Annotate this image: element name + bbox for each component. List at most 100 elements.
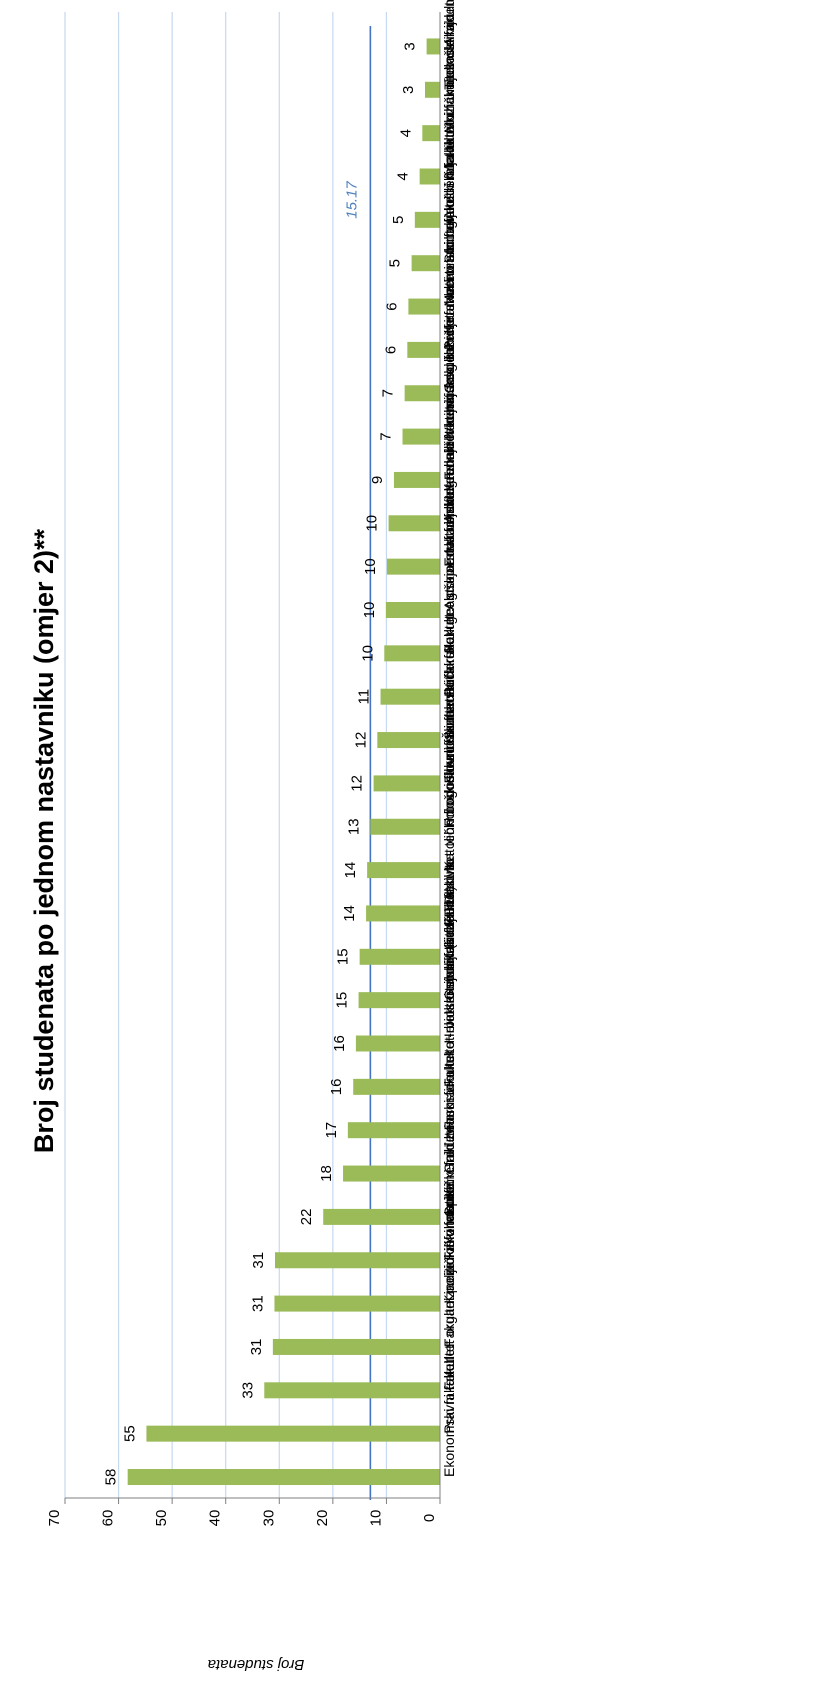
category-label: Fakultet organizacije i informatike <box>441 1182 457 1390</box>
bar <box>377 732 440 749</box>
data-label: 16 <box>328 1079 345 1096</box>
tick-label-60: 60 <box>100 1510 117 1527</box>
category-label: Šumarski fakultet <box>441 633 457 740</box>
labels: 0 10 20 30 40 50 60 70 Broj studenata 15.17 58 Ekon… <box>46 0 457 1673</box>
chart-title: Broj studenata po jednom nastavniku (omj… <box>29 528 59 1153</box>
bar <box>425 81 440 98</box>
bar <box>370 818 440 835</box>
bar <box>343 1165 440 1182</box>
bar <box>411 255 440 272</box>
bar <box>373 775 440 792</box>
data-label: 15 <box>335 948 352 965</box>
bar <box>272 1338 440 1355</box>
category-label: Građevinski fakultet <box>441 1050 457 1173</box>
bar <box>426 38 440 55</box>
data-label: 4 <box>397 129 414 137</box>
category-label: Tekstilno - tehnološki fakultet <box>441 734 457 913</box>
axes <box>64 12 441 1504</box>
category-label: Fakultet strojarstva i brodogradnje <box>441 441 457 653</box>
category-label: Hrvatski studiji (sa FF DI) <box>441 886 457 1043</box>
category-label: Fakultet prometnih znanosti <box>441 1088 457 1260</box>
category-label: Geotehnički fakultet <box>441 270 457 393</box>
data-label: 11 <box>356 689 373 705</box>
bar <box>146 1425 440 1442</box>
category-label: Arhitektonski fakultet <box>441 394 457 523</box>
category-label: Muzička akademija <box>441 14 457 133</box>
bar <box>393 471 440 488</box>
reference-line-label: 15.17 <box>343 181 360 219</box>
data-label: 55 <box>121 1425 138 1442</box>
bar <box>408 298 440 315</box>
bar <box>275 1252 440 1269</box>
data-label: 31 <box>248 1339 265 1356</box>
category-label: Fakultet kemijskog inženjerstva i tehnol… <box>441 207 457 480</box>
category-label: Medicinski fakultet <box>441 192 457 306</box>
value-axis-title: Broj studenata <box>208 1656 305 1673</box>
data-label: 3 <box>402 42 419 50</box>
category-label: Veterinarski fakultet <box>441 314 457 436</box>
category-label: Metalurški fakultet <box>441 64 457 177</box>
category-label: Fakultet političkih znanosti <box>441 1184 457 1347</box>
tick-label-40: 40 <box>207 1510 224 1527</box>
data-label: 58 <box>103 1469 120 1486</box>
category-label: Agronomski fakultet <box>441 487 457 610</box>
data-label: 12 <box>349 775 366 792</box>
data-label: 33 <box>239 1382 256 1399</box>
category-label: Učiteljski fakultet <box>441 852 457 956</box>
data-label: 14 <box>342 862 359 879</box>
data-label: 6 <box>382 346 399 354</box>
bar <box>419 168 440 185</box>
data-label: 22 <box>298 1209 315 1226</box>
bar <box>414 211 440 228</box>
tick-label-70: 70 <box>46 1510 63 1527</box>
tick-label-20: 20 <box>314 1510 331 1527</box>
data-label: 7 <box>378 432 395 440</box>
data-label: 4 <box>395 172 412 180</box>
category-label: Fakultet elektrotehnike i računarstva <box>441 862 457 1087</box>
category-label: Akademija likovnih umjetnosti <box>441 36 457 220</box>
bars <box>127 38 440 1485</box>
tick-label-50: 50 <box>153 1510 170 1527</box>
bar <box>380 688 440 705</box>
category-label: Farmaceutsko - biokemijski fakultet <box>441 911 457 1130</box>
data-label: 6 <box>383 302 400 310</box>
category-label: Stomatološki fakultet <box>441 134 457 263</box>
category-label: Filozofski fakultet <box>441 676 457 783</box>
bar <box>264 1382 440 1399</box>
category-label: Akademija dramske umjetnosti <box>441 0 457 46</box>
bar <box>274 1295 440 1312</box>
category-label: Teološki fakultet Matija Vlačić Ilirik <box>441 0 457 90</box>
bar <box>323 1208 440 1225</box>
data-label: 15 <box>334 992 351 1009</box>
bar <box>347 1122 440 1139</box>
data-label: 9 <box>369 476 386 484</box>
bar <box>358 992 440 1009</box>
gridlines <box>64 12 388 1498</box>
data-label: 31 <box>250 1252 267 1269</box>
bar <box>367 862 440 879</box>
category-label: Ekonomski fakultet <box>441 1359 457 1477</box>
bar <box>407 341 440 358</box>
data-label: 10 <box>364 515 381 532</box>
tick-label-30: 30 <box>260 1510 277 1527</box>
bar <box>353 1078 440 1095</box>
category-label: Katolički bogoslovni fakultet <box>441 698 457 870</box>
data-label: 12 <box>352 732 369 749</box>
data-label: 31 <box>249 1295 266 1312</box>
data-label: 10 <box>361 602 378 619</box>
data-label: 16 <box>331 1035 348 1052</box>
bar <box>422 125 440 142</box>
data-label: 17 <box>323 1122 340 1139</box>
category-label: Kineziološki fakultet <box>441 1181 457 1304</box>
category-label: Prirodoslovno matematički fakultet <box>441 613 457 826</box>
bar <box>384 645 440 662</box>
bar <box>366 905 440 922</box>
bar <box>359 948 440 965</box>
bar <box>385 602 440 618</box>
data-label: 7 <box>380 389 397 397</box>
category-label: Rudarsko - geološko - naftni fakultet <box>441 472 457 696</box>
bar <box>388 515 440 532</box>
bar <box>355 1035 440 1052</box>
